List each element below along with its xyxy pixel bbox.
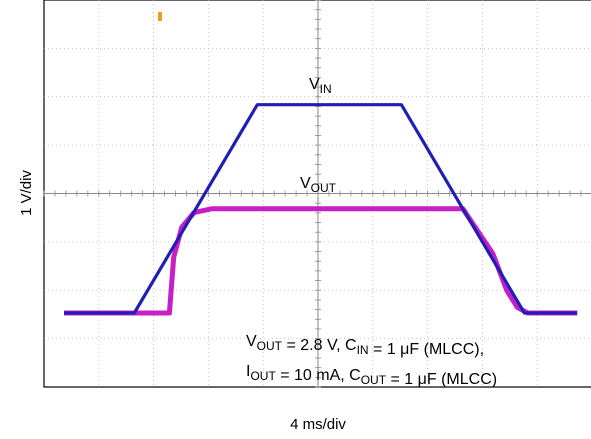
annotation: VOUT = 2.8 V, CIN = 1 μF (MLCC), IOUT = 1… bbox=[246, 333, 497, 388]
x-axis-label: 4 ms/div bbox=[290, 416, 346, 433]
trace-vin bbox=[64, 103, 578, 315]
trigger-marker bbox=[158, 12, 162, 21]
annotation-line-2: IOUT = 10 mA, COUT = 1 μF (MLCC) bbox=[246, 363, 497, 388]
trace-vout bbox=[64, 206, 578, 316]
traces bbox=[64, 103, 578, 316]
annotation-line-1: VOUT = 2.8 V, CIN = 1 μF (MLCC), bbox=[246, 333, 484, 358]
grid bbox=[43, 0, 591, 388]
label-vin: VIN bbox=[309, 76, 332, 96]
label-vout: VOUT bbox=[300, 175, 337, 195]
trace-labels: VIN VOUT bbox=[300, 76, 337, 195]
y-axis-label: 1 V/div bbox=[18, 170, 35, 216]
